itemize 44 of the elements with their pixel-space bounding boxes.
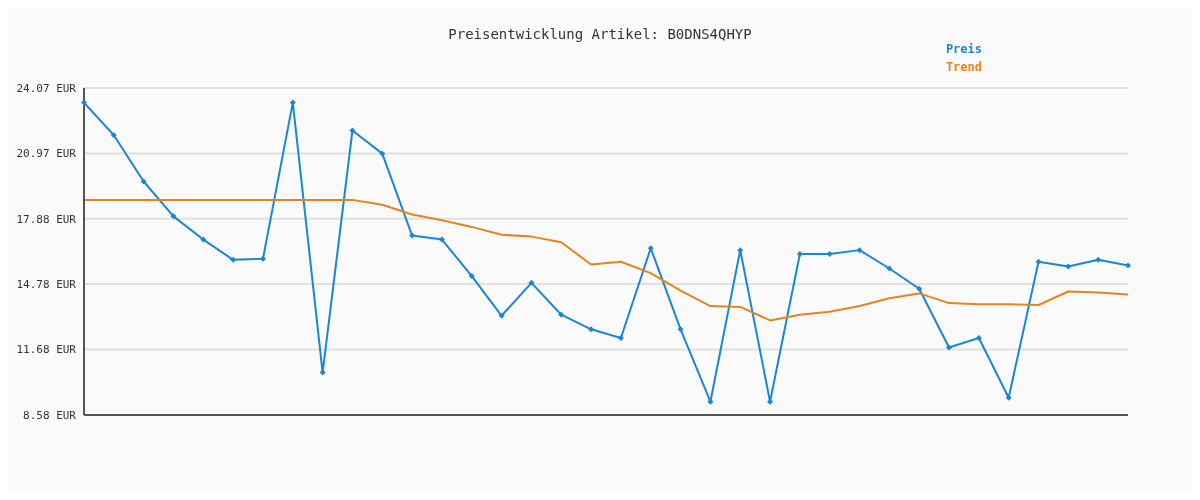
point [826, 250, 833, 257]
point [796, 250, 803, 257]
point [1125, 262, 1131, 269]
point [617, 334, 624, 341]
point [289, 99, 296, 106]
point [319, 369, 326, 376]
point [438, 236, 445, 243]
point [349, 127, 356, 134]
point [498, 312, 505, 319]
text: Preis [945, 41, 982, 58]
line-series [83, 198, 1129, 322]
point [588, 326, 595, 333]
point [1095, 256, 1102, 263]
y-tick-label: 8.58 EUR [23, 408, 77, 422]
point [707, 398, 714, 405]
point [558, 311, 565, 318]
point [856, 247, 863, 254]
point [886, 265, 893, 272]
point [110, 132, 117, 139]
point [81, 99, 87, 106]
point [1035, 258, 1042, 265]
point [230, 256, 237, 263]
point [677, 326, 684, 333]
chart-title: Preisentwicklung Artikel: B0DNS4QHYP [447, 26, 753, 42]
point [140, 178, 147, 185]
point [916, 285, 923, 292]
y-tick-label: 14.78 EUR [16, 278, 77, 292]
text: Trend [945, 59, 982, 76]
y-tick-label: 11.68 EUR [16, 343, 77, 357]
point [1065, 263, 1072, 270]
point [409, 232, 416, 239]
point [468, 273, 475, 280]
point [528, 279, 535, 286]
point [767, 398, 774, 405]
point [379, 150, 386, 157]
point [170, 213, 177, 220]
point [975, 334, 982, 341]
point [259, 255, 266, 262]
point [200, 236, 207, 243]
y-tick-label: 24.07 EUR [16, 81, 77, 95]
y-tick-label: 17.88 EUR [16, 212, 77, 226]
y-tick-label: 20.97 EUR [16, 147, 77, 161]
point [946, 344, 953, 351]
point [737, 247, 744, 254]
